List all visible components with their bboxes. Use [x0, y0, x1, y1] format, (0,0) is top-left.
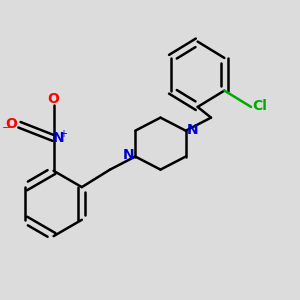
Text: N: N [187, 122, 198, 136]
Text: Cl: Cl [252, 99, 267, 113]
Text: O: O [48, 92, 59, 106]
Text: O: O [5, 117, 17, 131]
Text: N: N [123, 148, 135, 162]
Text: +: + [59, 129, 67, 139]
Text: N: N [53, 130, 65, 145]
Text: −: − [2, 123, 11, 133]
